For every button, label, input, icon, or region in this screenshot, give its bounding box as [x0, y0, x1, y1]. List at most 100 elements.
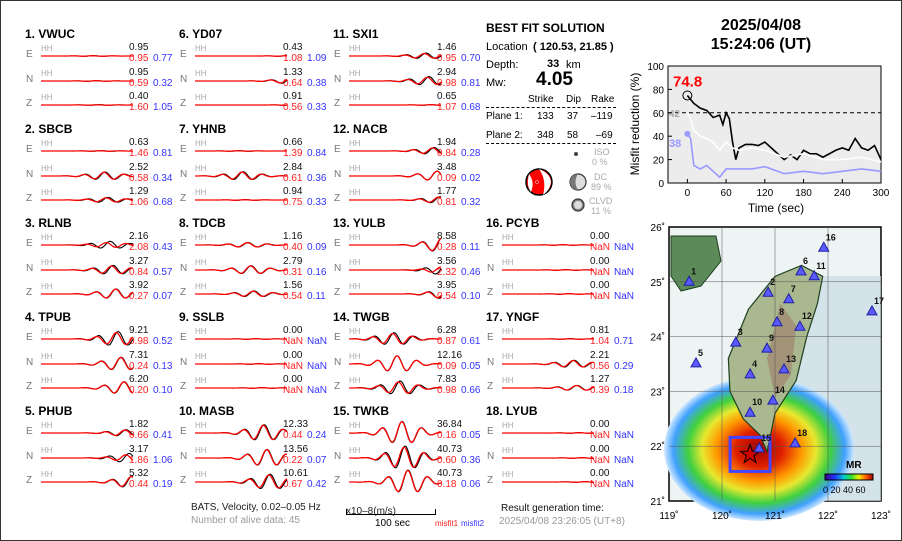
central-mountains [767, 303, 797, 397]
component-label: Z [334, 98, 341, 109]
misfit2-value: 0.43 [153, 242, 173, 253]
station-map-label: 5 [698, 348, 703, 358]
station-name: YHNB [192, 122, 227, 136]
station-number: 9. [179, 310, 190, 324]
peak-amplitude: 2.21 [590, 349, 610, 361]
waveform [41, 240, 134, 249]
peak-amplitude: 40.73 [437, 443, 463, 455]
alive-count: Number of alive data: 45 [191, 515, 300, 526]
misfit1-value: 2.32 [437, 266, 457, 278]
synthetic-trace [41, 288, 134, 299]
waveform [41, 150, 133, 152]
station-title: 7. YHNB [179, 122, 226, 136]
misfit2-value: 0.07 [153, 291, 173, 302]
waveform [502, 359, 595, 368]
waveform [349, 291, 442, 299]
waveform [502, 432, 595, 434]
peak-amplitude: 1.46 [437, 42, 457, 53]
channel-label: HH [195, 257, 207, 267]
peak-amplitude: 0.00 [283, 349, 303, 361]
station-title: 6. YD07 [179, 27, 222, 41]
misfit2-value: NaN [614, 430, 635, 441]
component-label: N [26, 450, 34, 462]
misfit2-value: NaN [307, 336, 328, 347]
component-label: E [487, 238, 494, 249]
misfit1-value: 0.61 [283, 172, 303, 184]
channel-label: HH [349, 233, 361, 242]
station-map-label: 4 [752, 359, 757, 369]
misfit1-value: NaN [590, 430, 611, 441]
misfit1-value: 0.98 [129, 336, 149, 347]
peak-amplitude: 2.94 [437, 66, 457, 78]
misfit2-value: 0.84 [307, 148, 327, 159]
channel-label: HH [195, 327, 207, 336]
waveform [195, 170, 288, 180]
colorbar [824, 473, 874, 481]
iso-icon [574, 152, 578, 156]
station-name: SXI1 [352, 27, 379, 41]
component-label: E [26, 426, 33, 437]
waveform [349, 444, 442, 468]
synthetic-trace [41, 332, 134, 346]
station-name: TWGB [353, 310, 390, 324]
depth-label: Depth: [486, 59, 519, 71]
station-number: 16. [486, 216, 503, 230]
synthetic-trace [195, 242, 287, 248]
synthetic-trace [502, 359, 595, 368]
misfit2-value: 0.33 [307, 197, 327, 208]
waveform [195, 241, 287, 248]
station-title: 2. SBCB [25, 122, 72, 136]
misfit2-value: 0.70 [461, 53, 481, 64]
component-label: Z [487, 475, 494, 486]
series-line-2 [686, 133, 882, 179]
waveform [195, 78, 288, 84]
synthetic-trace [195, 78, 288, 84]
station-number: 17. [486, 310, 503, 324]
peak-amplitude: 3.27 [129, 255, 149, 267]
misfit1-value: 0.84 [129, 266, 149, 278]
dc-value: 89 % [591, 182, 612, 192]
component-label: N [334, 262, 342, 274]
misfit2-value: 0.36 [461, 454, 481, 466]
peak-amplitude: 0.40 [129, 91, 149, 102]
peak-amplitude: 0.00 [590, 255, 610, 267]
misfit1-value: 0.59 [129, 77, 149, 89]
station-triangle-icon [762, 286, 774, 297]
mainland-coast [670, 235, 722, 292]
station-name: VWUC [38, 27, 76, 41]
data-info: BATS, Velocity, 0.02–0.05 Hz [191, 502, 321, 513]
misfit1-value: 0.31 [283, 266, 303, 278]
misfit2-value: 0.06 [461, 479, 481, 490]
peak-amplitude: 0.94 [283, 186, 303, 197]
station-triangle-icon [744, 406, 756, 417]
misfit2-value: 0.29 [614, 360, 634, 372]
channel-label: HH [349, 44, 361, 53]
synthetic-trace [502, 384, 595, 391]
synthetic-trace [349, 291, 442, 299]
misfit1-value: 0.67 [283, 479, 303, 490]
channel-label: HH [195, 188, 207, 197]
channel-label: HH [41, 445, 53, 455]
peak-amplitude: 2.16 [129, 231, 149, 242]
misfit1-value: 0.81 [437, 197, 457, 208]
search-area-box [728, 435, 772, 473]
station-number: 11. [333, 27, 350, 41]
waveform [349, 237, 442, 252]
station-name: TWKB [353, 404, 390, 418]
x-tick-label: 240 [834, 188, 851, 199]
channel-label: HH [195, 445, 207, 455]
component-label: Z [334, 475, 341, 486]
peak-amplitude: 0.91 [283, 91, 303, 102]
misfit1-value: 0.24 [129, 360, 149, 372]
station-title: 18. LYUB [486, 404, 538, 418]
station-triangle-icon [794, 320, 806, 331]
peak-amplitude: 0.63 [129, 137, 149, 148]
misfit2-value: 0.68 [461, 102, 481, 113]
peak-amplitude: 1.56 [283, 280, 303, 291]
misfit1-value: 0.27 [129, 291, 149, 302]
waveform [502, 456, 594, 459]
lat-tick-label: 25˚ [651, 277, 665, 289]
synthetic-trace [349, 420, 441, 443]
colorbar-labels: 0 20 40 60 [823, 485, 866, 495]
peak-amplitude: 1.77 [437, 186, 457, 197]
